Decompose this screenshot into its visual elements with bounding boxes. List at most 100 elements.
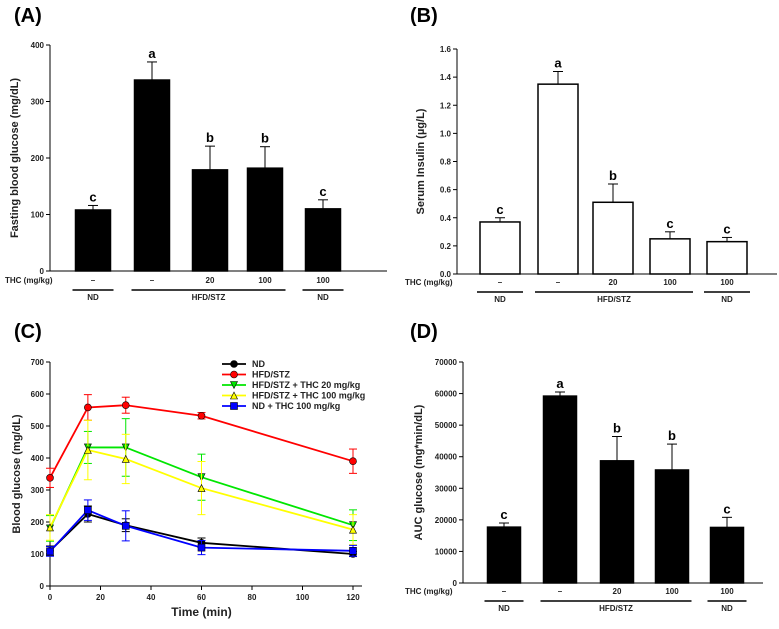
group-label: ND: [721, 295, 733, 304]
bar: [709, 526, 745, 584]
y-tick-label: 1.0: [440, 129, 452, 138]
y-tick-label: 200: [31, 518, 45, 527]
y-tick-label: 1.6: [440, 45, 452, 54]
data-point: [349, 525, 357, 534]
y-axis-label: Serum Insulin (µg/L): [415, 108, 427, 214]
y-tick-label: 0.2: [440, 242, 452, 251]
bar: [542, 395, 578, 584]
x-tick-label: 40: [147, 593, 156, 602]
x-axis-label: Time (min): [171, 605, 231, 619]
y-tick-label: 40000: [435, 453, 458, 462]
legend-label: ND: [252, 359, 265, 369]
group-label: ND: [498, 604, 510, 613]
significance-letter: c: [723, 501, 730, 516]
group-label: ND: [87, 293, 99, 302]
bar: [537, 83, 579, 275]
panel-label: (C): [14, 321, 42, 343]
y-tick-label: 70000: [435, 358, 458, 367]
panel-b: (B) 0.0 0.2 0.4 0.6 0.8 1.0 1.2 1.4 1.6 Serum Insu…: [405, 5, 777, 304]
data-point: [83, 445, 92, 454]
panel-label: (D): [410, 321, 438, 343]
dose-label: –: [150, 276, 155, 285]
x-tick-label: 100: [296, 593, 310, 602]
data-point: [197, 411, 206, 420]
data-point: [121, 454, 130, 463]
dose-label: 100: [258, 276, 272, 285]
y-tick-label: 0: [453, 579, 458, 588]
series-1: [46, 394, 357, 488]
significance-letter: b: [613, 421, 621, 436]
data-point: [349, 546, 357, 555]
y-tick-label: 300: [31, 486, 45, 495]
significance-letter: a: [554, 56, 562, 71]
significance-letter: b: [668, 428, 676, 443]
dose-label: 100: [720, 587, 734, 596]
dose-label: –: [556, 278, 561, 287]
legend-label: HFD/STZ + THC 20 mg/kg: [252, 380, 360, 390]
significance-letter: b: [206, 130, 214, 145]
dose-label: 20: [206, 276, 215, 285]
legend-marker: [230, 360, 238, 368]
bar: [479, 221, 521, 275]
row-label: THC (mg/kg): [405, 278, 453, 287]
bar: [592, 201, 634, 275]
dose-label: 100: [720, 278, 734, 287]
dose-label: –: [502, 587, 507, 596]
bar: [133, 79, 171, 272]
dose-label: 100: [665, 587, 679, 596]
significance-letter: b: [609, 168, 617, 183]
panel-d: (D) 0 10000 20000 30000 40000 50000 60000 70000 A…: [405, 321, 763, 613]
bar: [191, 169, 229, 272]
significance-letter: c: [666, 216, 673, 231]
legend-marker: [230, 381, 238, 390]
bar: [304, 208, 342, 272]
y-tick-label: 0.6: [440, 186, 452, 195]
y-tick-label: 500: [31, 422, 45, 431]
row-label: THC (mg/kg): [5, 276, 53, 285]
legend-label: HFD/STZ: [252, 370, 290, 380]
x-tick-label: 0: [48, 593, 53, 602]
significance-letter: b: [261, 131, 269, 146]
significance-letter: c: [500, 507, 507, 522]
bar: [486, 526, 522, 584]
series-4: [46, 499, 357, 557]
dose-label: 100: [316, 276, 330, 285]
significance-letter: c: [89, 189, 96, 204]
x-tick-label: 80: [248, 593, 257, 602]
bar: [649, 238, 691, 275]
y-tick-label: 700: [31, 358, 45, 367]
y-tick-label: 400: [31, 41, 45, 50]
group-label: ND: [721, 604, 733, 613]
y-tick-label: 400: [31, 454, 45, 463]
legend-marker: [230, 402, 238, 410]
dose-label: –: [91, 276, 96, 285]
y-axis-label: Blood glucose (mg/dL): [11, 414, 23, 533]
data-point: [121, 522, 130, 530]
group-label: ND: [317, 293, 329, 302]
y-axis-label: Fasting blood glucose (mg/dL): [9, 78, 21, 238]
panel-a: (A) 0 100 200 300 400 Fasting blood glucose (m…: [5, 5, 387, 302]
legend-marker: [230, 370, 238, 379]
dose-label: –: [558, 587, 563, 596]
y-tick-label: 50000: [435, 421, 458, 430]
significance-letter: a: [556, 376, 564, 391]
legend-label: HFD/STZ + THC 100 mg/kg: [252, 391, 365, 401]
y-tick-label: 0.0: [440, 270, 452, 279]
y-tick-label: 10000: [435, 547, 458, 556]
group-label: HFD/STZ: [597, 295, 631, 304]
group-label: ND: [494, 295, 506, 304]
data-point: [121, 401, 130, 410]
dose-label: 20: [613, 587, 622, 596]
data-point: [46, 474, 54, 482]
significance-letter: a: [148, 46, 156, 61]
series-3: [46, 419, 357, 546]
panel-label: (A): [14, 5, 42, 27]
y-tick-label: 1.4: [440, 73, 452, 82]
group-label: HFD/STZ: [599, 604, 633, 613]
significance-letter: c: [723, 221, 730, 236]
group-label: HFD/STZ: [192, 293, 226, 302]
data-point: [349, 457, 357, 466]
data-point: [46, 523, 54, 532]
